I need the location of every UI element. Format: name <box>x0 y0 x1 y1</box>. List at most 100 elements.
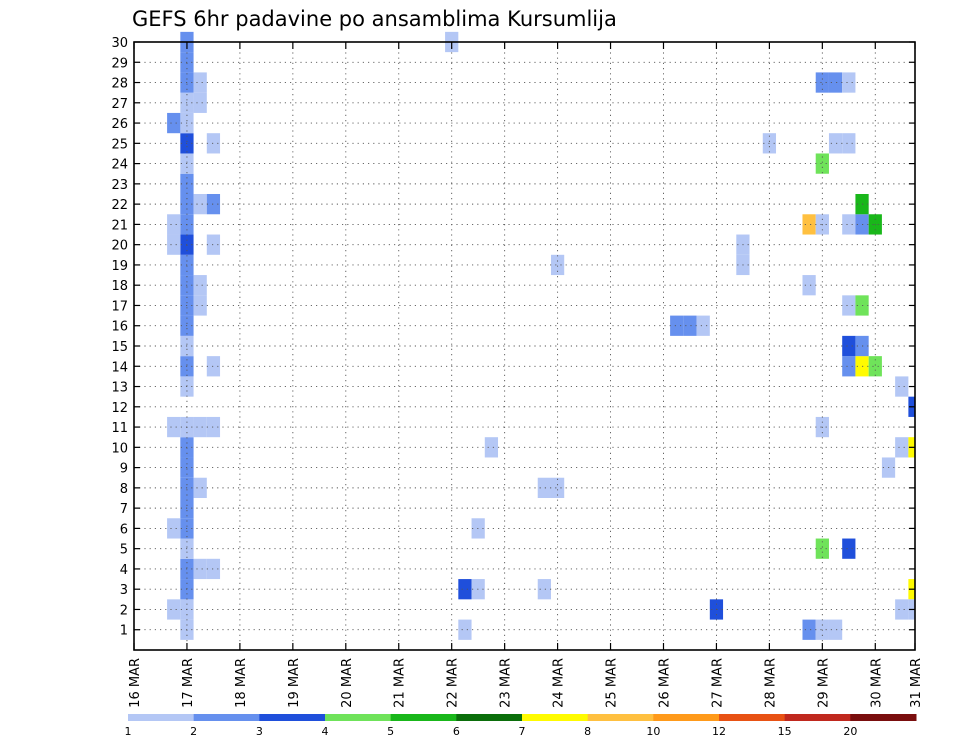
y-tick-label: 7 <box>120 502 128 517</box>
y-tick-label: 5 <box>120 543 128 558</box>
y-tick-label: 13 <box>111 381 128 396</box>
heatmap-cell <box>815 538 829 559</box>
y-tick-label: 2 <box>120 603 128 618</box>
heatmap-cell <box>683 315 697 336</box>
colorbar-label: 15 <box>778 725 792 738</box>
heatmap-cell <box>167 599 181 620</box>
heatmap-cell <box>206 133 221 154</box>
x-tick-label: 22 MAR <box>446 658 461 708</box>
heatmap-cell <box>842 72 856 93</box>
heatmap-cell <box>802 214 816 235</box>
colorbar-legend: 1 2 3 4 5 6 7 8 10 12 15 20 <box>125 714 917 738</box>
y-tick-label: 1 <box>120 624 128 639</box>
heatmap-cell <box>537 477 551 498</box>
colorbar-label: 20 <box>843 725 857 738</box>
y-tick-label: 27 <box>111 97 128 112</box>
y-tick-label: 14 <box>111 360 128 375</box>
heatmap-cell <box>842 538 856 559</box>
heatmap-cell <box>206 416 221 438</box>
y-tick-label: 18 <box>111 279 128 294</box>
colorbar-swatch <box>522 714 589 721</box>
y-tick-label: 25 <box>111 137 128 152</box>
colorbar-swatch <box>719 714 786 721</box>
heatmap-cell <box>895 599 909 620</box>
colorbar-swatch <box>456 714 523 721</box>
y-tick-label: 4 <box>120 563 128 578</box>
colorbar-swatch <box>784 714 851 721</box>
y-tick-label: 12 <box>111 401 128 416</box>
y-tick-label: 16 <box>111 320 128 335</box>
heatmap-cell <box>193 295 207 316</box>
heatmap-cell <box>815 153 829 174</box>
x-tick-label: 16 MAR <box>128 658 143 708</box>
colorbar-swatch <box>128 714 195 721</box>
x-tick-label: 30 MAR <box>869 658 884 708</box>
colorbar-swatch <box>653 714 720 721</box>
y-tick-label: 6 <box>120 522 128 537</box>
x-tick-label: 28 MAR <box>763 658 778 708</box>
x-tick-label: 25 MAR <box>605 658 620 708</box>
y-tick-label: 3 <box>120 583 128 598</box>
heatmap-cell <box>802 619 816 640</box>
heatmap-cell <box>828 72 843 93</box>
heatmap-cell <box>167 416 181 438</box>
colorbar-swatch <box>325 714 392 721</box>
colorbar-label: 2 <box>190 725 197 738</box>
heatmap-cell <box>193 416 207 438</box>
heatmap-cell <box>895 437 909 458</box>
heatmap-cell <box>206 356 221 377</box>
heatmap-cell <box>550 477 565 498</box>
heatmap-cell <box>868 356 882 377</box>
y-tick-label: 28 <box>111 77 128 92</box>
y-tick-label: 20 <box>111 239 128 254</box>
x-tick-label: 20 MAR <box>340 658 355 708</box>
colorbar-label: 1 <box>125 725 132 738</box>
y-tick-label: 21 <box>111 218 128 233</box>
y-tick-label: 10 <box>111 441 128 456</box>
y-tick-label: 29 <box>111 56 128 71</box>
heatmap-cell <box>167 214 181 235</box>
y-tick-label: 22 <box>111 198 128 213</box>
heatmap-cell <box>193 92 207 113</box>
colorbar-swatch <box>390 714 457 721</box>
x-tick-label: 21 MAR <box>393 658 408 708</box>
heatmap-cell <box>802 275 816 296</box>
heatmap-cell <box>193 194 207 215</box>
heatmap-cell <box>458 579 472 600</box>
x-tick-label: 27 MAR <box>710 658 725 708</box>
heatmap-cell <box>842 133 856 154</box>
y-tick-label: 30 <box>111 36 128 51</box>
x-axis: 16 MAR 17 MAR 18 MAR 19 MAR 20 MAR 21 MAR 22 M… <box>128 42 924 708</box>
heatmap-cell <box>842 295 856 316</box>
chart-title: GEFS 6hr padavine po ansamblima Kursumli… <box>132 7 617 31</box>
y-tick-label: 11 <box>111 421 128 436</box>
heatmap-cell <box>895 376 909 397</box>
x-tick-label: 24 MAR <box>552 658 567 708</box>
y-tick-label: 8 <box>120 482 128 497</box>
colorbar-label: 7 <box>519 725 526 738</box>
heatmap-cell <box>537 579 551 600</box>
y-tick-label: 26 <box>111 117 128 132</box>
colorbar-label: 3 <box>256 725 263 738</box>
heatmap-cell <box>842 356 856 377</box>
heatmap-cell <box>828 619 843 640</box>
heatmap-cell <box>696 315 710 336</box>
grid-lines <box>134 42 915 650</box>
x-tick-label: 29 MAR <box>816 658 831 708</box>
heatmap-cell <box>670 315 684 336</box>
heatmap-cell <box>193 275 207 296</box>
heatmap-cell <box>167 112 181 134</box>
y-tick-label: 9 <box>120 462 128 477</box>
heatmap-cell <box>206 194 221 215</box>
colorbar-swatch <box>850 714 917 721</box>
x-tick-label: 18 MAR <box>234 658 249 708</box>
colorbar-swatch <box>587 714 654 721</box>
heatmap-cell <box>815 72 829 93</box>
colorbar-label: 6 <box>453 725 460 738</box>
x-tick-label: 19 MAR <box>287 658 302 708</box>
y-tick-label: 23 <box>111 178 128 193</box>
heatmap-cell <box>193 72 207 93</box>
heatmap-cell <box>167 234 181 255</box>
x-tick-label: 26 MAR <box>657 658 672 708</box>
